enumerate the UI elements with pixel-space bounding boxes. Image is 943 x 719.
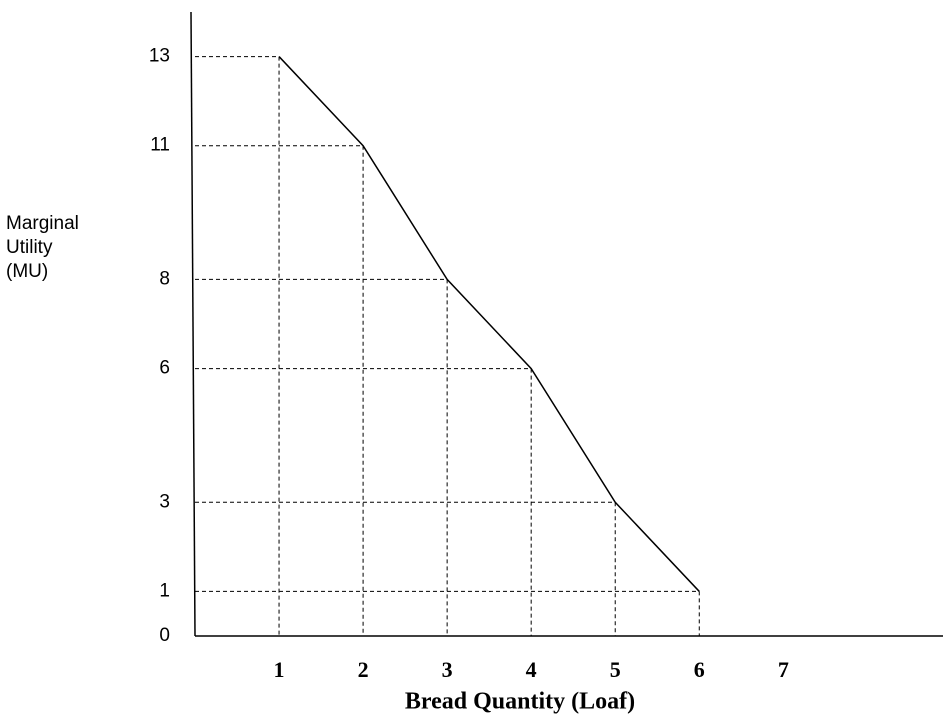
x-tick-label: 3 <box>442 657 453 682</box>
mu-line <box>278 56 700 592</box>
x-tick-label: 2 <box>358 657 369 682</box>
x-tick-label: 5 <box>610 657 621 682</box>
y-axis-label: Marginal Utility (MU) <box>6 213 79 282</box>
y-tick-label: 0 <box>159 625 170 646</box>
x-tick-label: 6 <box>694 657 705 682</box>
x-axis-label: Bread Quantity (Loaf) <box>405 689 635 715</box>
y-tick-label: 11 <box>150 135 170 156</box>
x-tick-label: 7 <box>778 657 789 682</box>
y-tick-label: 1 <box>159 580 170 601</box>
y-tick-label: 6 <box>159 358 170 379</box>
y-axis <box>190 11 196 637</box>
x-tick-label: 4 <box>526 657 537 682</box>
y-tick-label: 8 <box>159 268 170 289</box>
y-tick-label: 13 <box>149 46 170 67</box>
y-tick-label: 3 <box>159 491 170 512</box>
x-tick-label: 1 <box>274 657 285 682</box>
